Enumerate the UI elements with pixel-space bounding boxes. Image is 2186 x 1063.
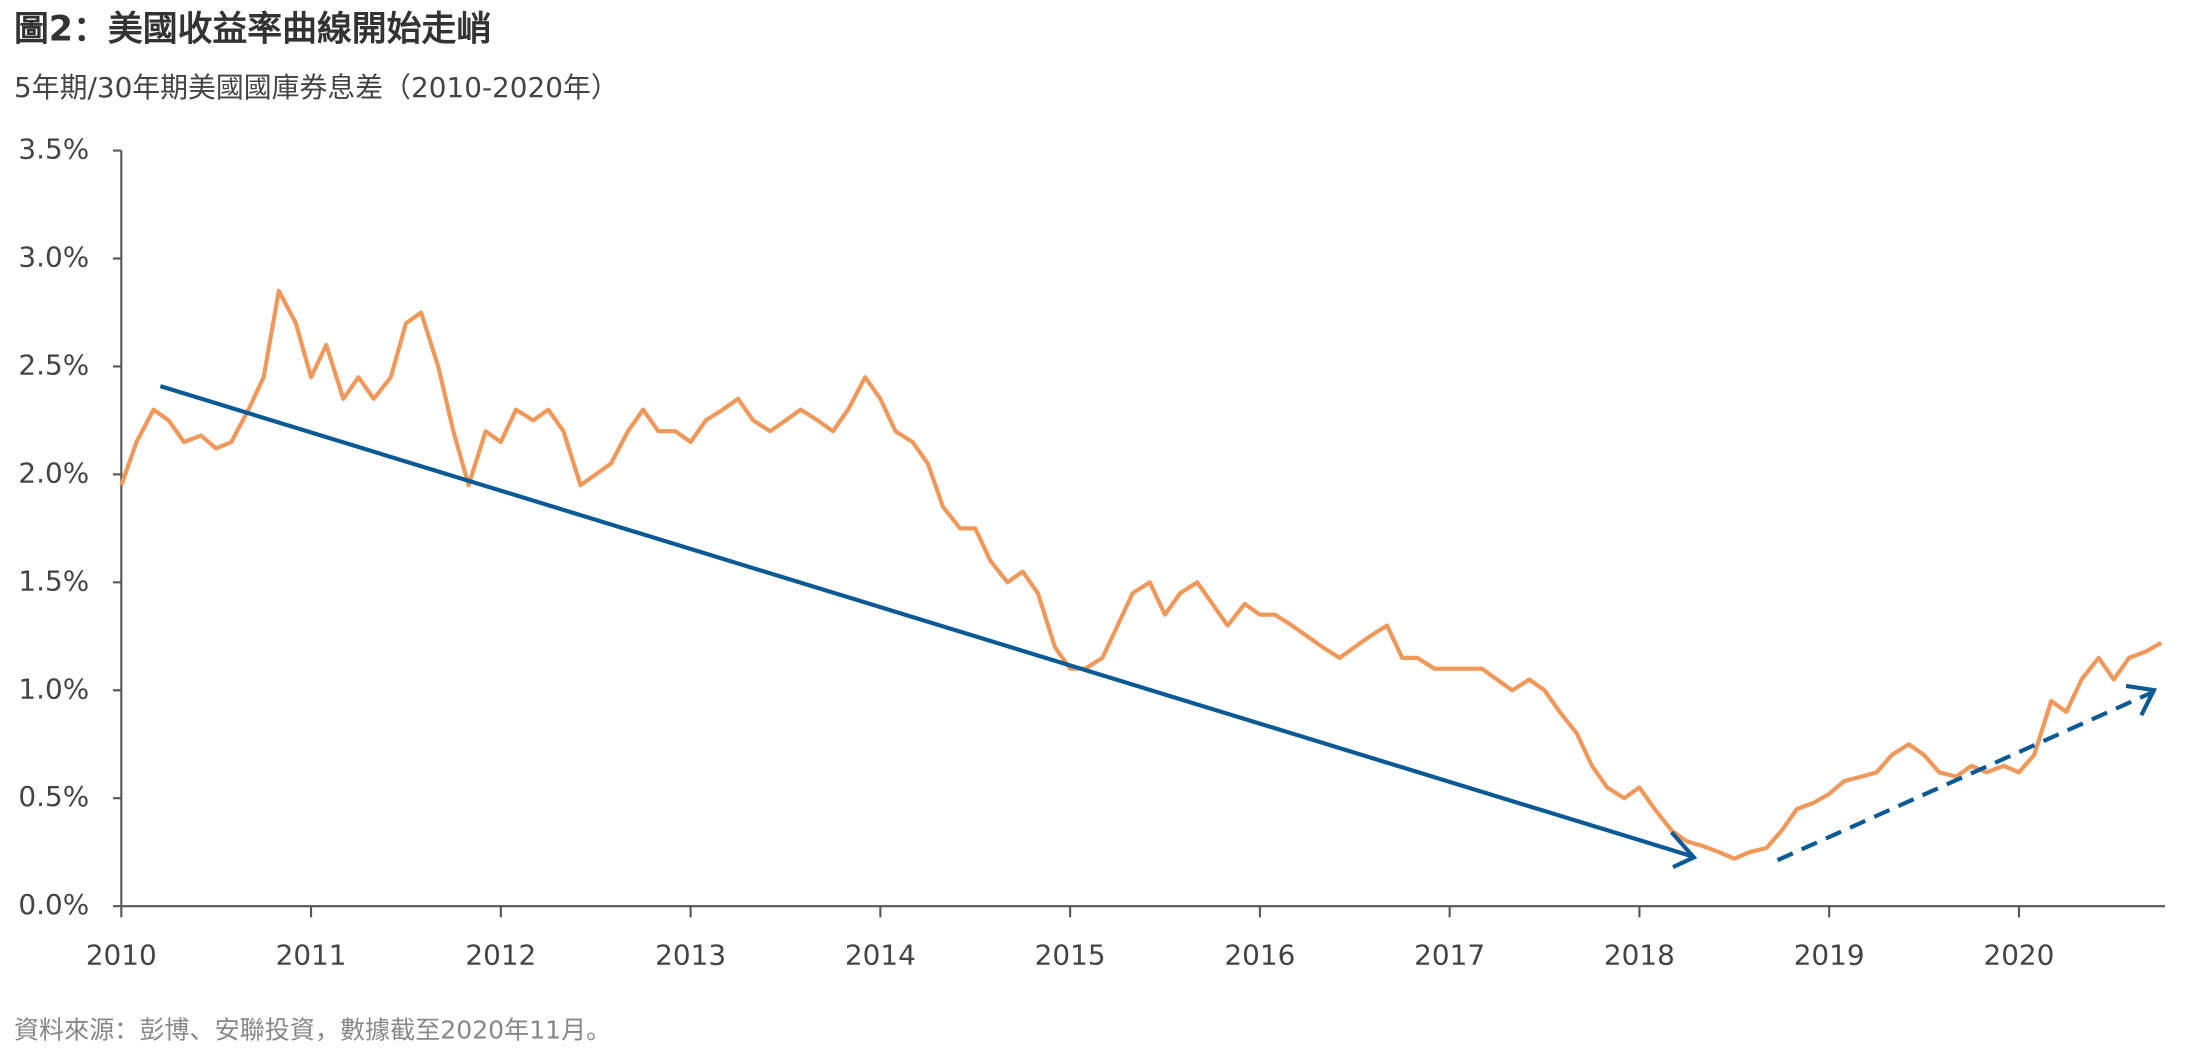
y-tick-label: 1.0%: [18, 672, 89, 705]
x-tick-label: 2020: [1983, 938, 2054, 971]
y-tick-label: 3.0%: [18, 241, 89, 274]
down-trend-arrow: [159, 384, 1692, 858]
source-note: 資料來源：彭博、安聯投資，數據截至2020年11月。: [14, 1016, 611, 1045]
y-tick-label: 0.5%: [18, 780, 89, 813]
y-tick-label: 2.5%: [18, 348, 89, 381]
x-tick-label: 2010: [86, 938, 157, 971]
chart-subtitle: 5年期/30年期美國國庫券息差（2010-2020年）: [14, 71, 619, 104]
arrow-head: [2125, 683, 2158, 717]
x-tick-label: 2015: [1035, 938, 1106, 971]
data-line: [119, 288, 2163, 861]
x-tick-label: 2016: [1224, 938, 1295, 971]
x-tick-label: 2012: [465, 938, 536, 971]
up-trend-arrow: [1776, 690, 2152, 863]
arrow-head: [1669, 830, 1698, 870]
trend-arrows: [159, 384, 2158, 870]
y-tick-label: 3.5%: [18, 133, 89, 166]
y-tick-label: 1.5%: [18, 564, 89, 597]
y-tick-label: 0.0%: [18, 888, 89, 921]
x-tick-label: 2019: [1794, 938, 1865, 971]
x-tick-label: 2017: [1414, 938, 1485, 971]
x-tick-label: 2014: [845, 938, 916, 971]
plot-area: 0.0% 0.5% 1.0% 1.5% 2.0% 2.5% 3.0% 3.5% 2010 2011…: [18, 133, 2166, 971]
x-tick-label: 2018: [1604, 938, 1675, 971]
chart-title: 圖2：美國收益率曲線開始走峭: [14, 10, 491, 50]
y-tick-label: 2.0%: [18, 456, 89, 489]
x-tick-label: 2013: [655, 938, 726, 971]
x-tick-label: 2011: [276, 938, 347, 971]
